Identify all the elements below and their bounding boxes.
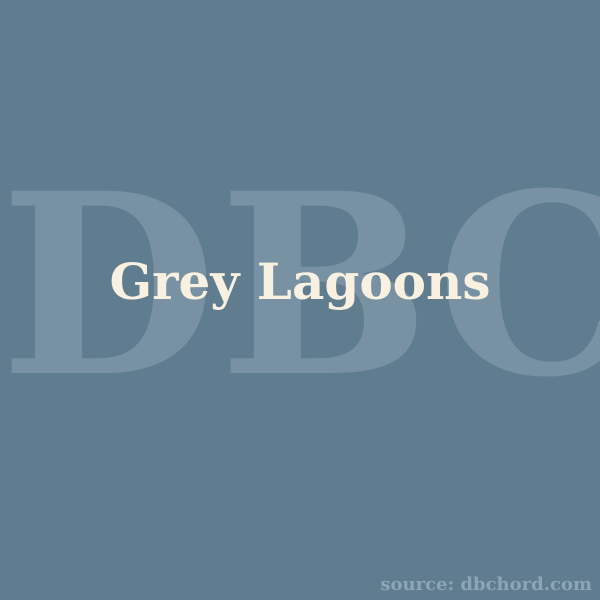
song-title: Grey Lagoons	[109, 252, 491, 311]
source-credit: source: dbchord.com	[380, 574, 592, 595]
watermark-logo: DBC	[0, 138, 600, 432]
